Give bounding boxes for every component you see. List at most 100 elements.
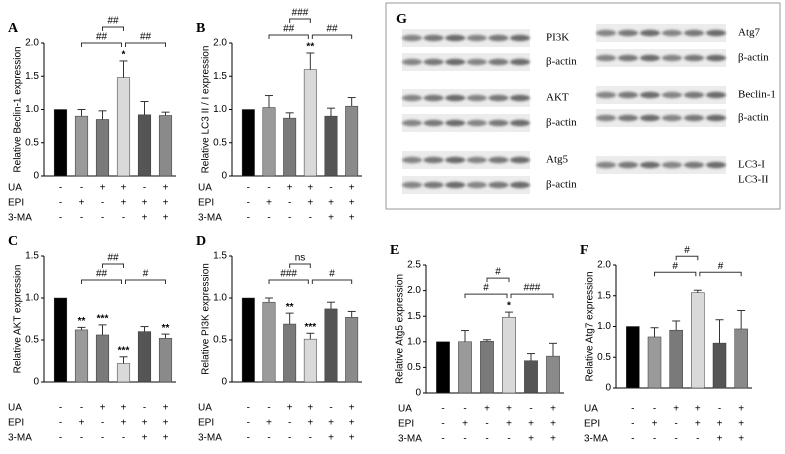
treatment-name: 3-MA — [8, 433, 32, 444]
treatment-sign: - — [718, 404, 721, 415]
treatment-sign: - — [653, 434, 656, 445]
treatment-sign: + — [349, 198, 355, 209]
bar — [647, 336, 662, 389]
treatment-sign: + — [163, 418, 169, 429]
bracket — [311, 34, 353, 39]
y-tick-label: 2.0 — [213, 38, 227, 49]
y-tick-label: 1.5 — [25, 71, 39, 82]
treatment-name: EPI — [584, 419, 600, 430]
bracket — [81, 279, 122, 284]
blot-strip — [402, 151, 530, 169]
blot-band — [466, 156, 487, 164]
blot-band — [423, 156, 444, 164]
bar — [303, 69, 317, 177]
blot-label: β-actin — [546, 56, 577, 68]
blot-band — [466, 181, 487, 189]
treatment-sign: - — [80, 403, 83, 414]
panel-letter: E — [390, 243, 399, 258]
panel-letter: G — [396, 12, 407, 27]
blot-band — [684, 91, 704, 99]
blot-band — [706, 161, 726, 169]
treatment-sign: - — [267, 433, 270, 444]
treatment-sign: - — [463, 434, 466, 445]
panel-letter: B — [196, 21, 205, 36]
treatment-sign: - — [247, 433, 250, 444]
treatment-name: UA — [398, 404, 412, 415]
y-axis-label: Relative PI3K expression — [201, 263, 212, 375]
treatment-sign: + — [100, 403, 106, 414]
treatment-sign: + — [163, 213, 169, 224]
bar — [345, 317, 359, 383]
blot-band — [402, 58, 422, 66]
blot-band — [402, 94, 422, 102]
treatment-sign: + — [328, 418, 334, 429]
treatment-sign: + — [506, 419, 512, 430]
treatment-sign: - — [288, 418, 291, 429]
treatment-sign: + — [142, 198, 148, 209]
treatment-sign: - — [101, 433, 104, 444]
treatment-sign: + — [550, 404, 556, 415]
blot-label: β-actin — [546, 179, 577, 191]
blot-band — [596, 91, 616, 99]
blot-band — [423, 94, 444, 102]
y-tick-label: 0 — [221, 171, 227, 182]
treatment-sign: + — [717, 434, 723, 445]
blot-band — [640, 54, 660, 62]
bar — [691, 292, 705, 389]
treatment-sign: - — [485, 434, 488, 445]
treatment-sign: + — [506, 404, 512, 415]
bar — [626, 326, 640, 389]
treatment-sign: + — [738, 419, 744, 430]
treatment-sign: + — [163, 433, 169, 444]
y-tick-label: 0.5 — [597, 352, 611, 363]
y-tick-label: 1.5 — [597, 290, 611, 301]
treatment-sign: - — [101, 213, 104, 224]
treatment-sign: + — [349, 403, 355, 414]
treatment-sign: - — [59, 198, 62, 209]
blot-strip — [402, 29, 530, 47]
blot-band — [618, 54, 638, 62]
treatment-sign: + — [142, 418, 148, 429]
blot-band — [640, 91, 660, 99]
blot-label: β-actin — [738, 112, 769, 124]
blot-band — [662, 29, 682, 37]
y-axis-label: Relative Atg7 expression — [585, 271, 596, 381]
treatment-sign: - — [143, 183, 146, 194]
treatment-sign: + — [307, 183, 313, 194]
bracket-label: # — [495, 267, 501, 278]
bar — [669, 329, 683, 389]
bracket-label: ## — [107, 16, 119, 27]
bar — [480, 341, 494, 394]
blot-band — [662, 91, 682, 99]
y-tick-label: 1.0 — [407, 336, 421, 347]
bar — [95, 334, 110, 383]
treatment-name: UA — [198, 183, 212, 194]
treatment-sign: + — [307, 403, 313, 414]
treatment-name: 3-MA — [8, 213, 32, 224]
bracket-label: # — [143, 269, 149, 280]
treatment-sign: + — [550, 419, 556, 430]
blot-band — [662, 114, 682, 122]
treatment-sign: + — [121, 418, 127, 429]
treatment-sign: - — [485, 419, 488, 430]
treatment-sign: - — [441, 419, 444, 430]
y-tick-label: 0.5 — [213, 137, 227, 148]
blot-band — [618, 161, 638, 169]
treatment-sign: - — [59, 433, 62, 444]
treatment-sign: + — [349, 183, 355, 194]
significance: *** — [118, 345, 130, 356]
treatment-sign: - — [441, 434, 444, 445]
blot-band — [706, 114, 726, 122]
treatment-sign: - — [101, 198, 104, 209]
blot-band — [510, 156, 530, 164]
blot-band — [510, 119, 530, 127]
treatment-sign: + — [652, 419, 658, 430]
treatment-sign: - — [247, 213, 250, 224]
blot-band — [445, 58, 466, 66]
blot-band — [684, 29, 704, 37]
treatment-name: EPI — [398, 419, 414, 430]
y-tick-label: 1.0 — [213, 104, 227, 115]
blot-strip — [402, 176, 530, 194]
treatment-sign: + — [738, 404, 744, 415]
blot-band — [423, 181, 444, 189]
